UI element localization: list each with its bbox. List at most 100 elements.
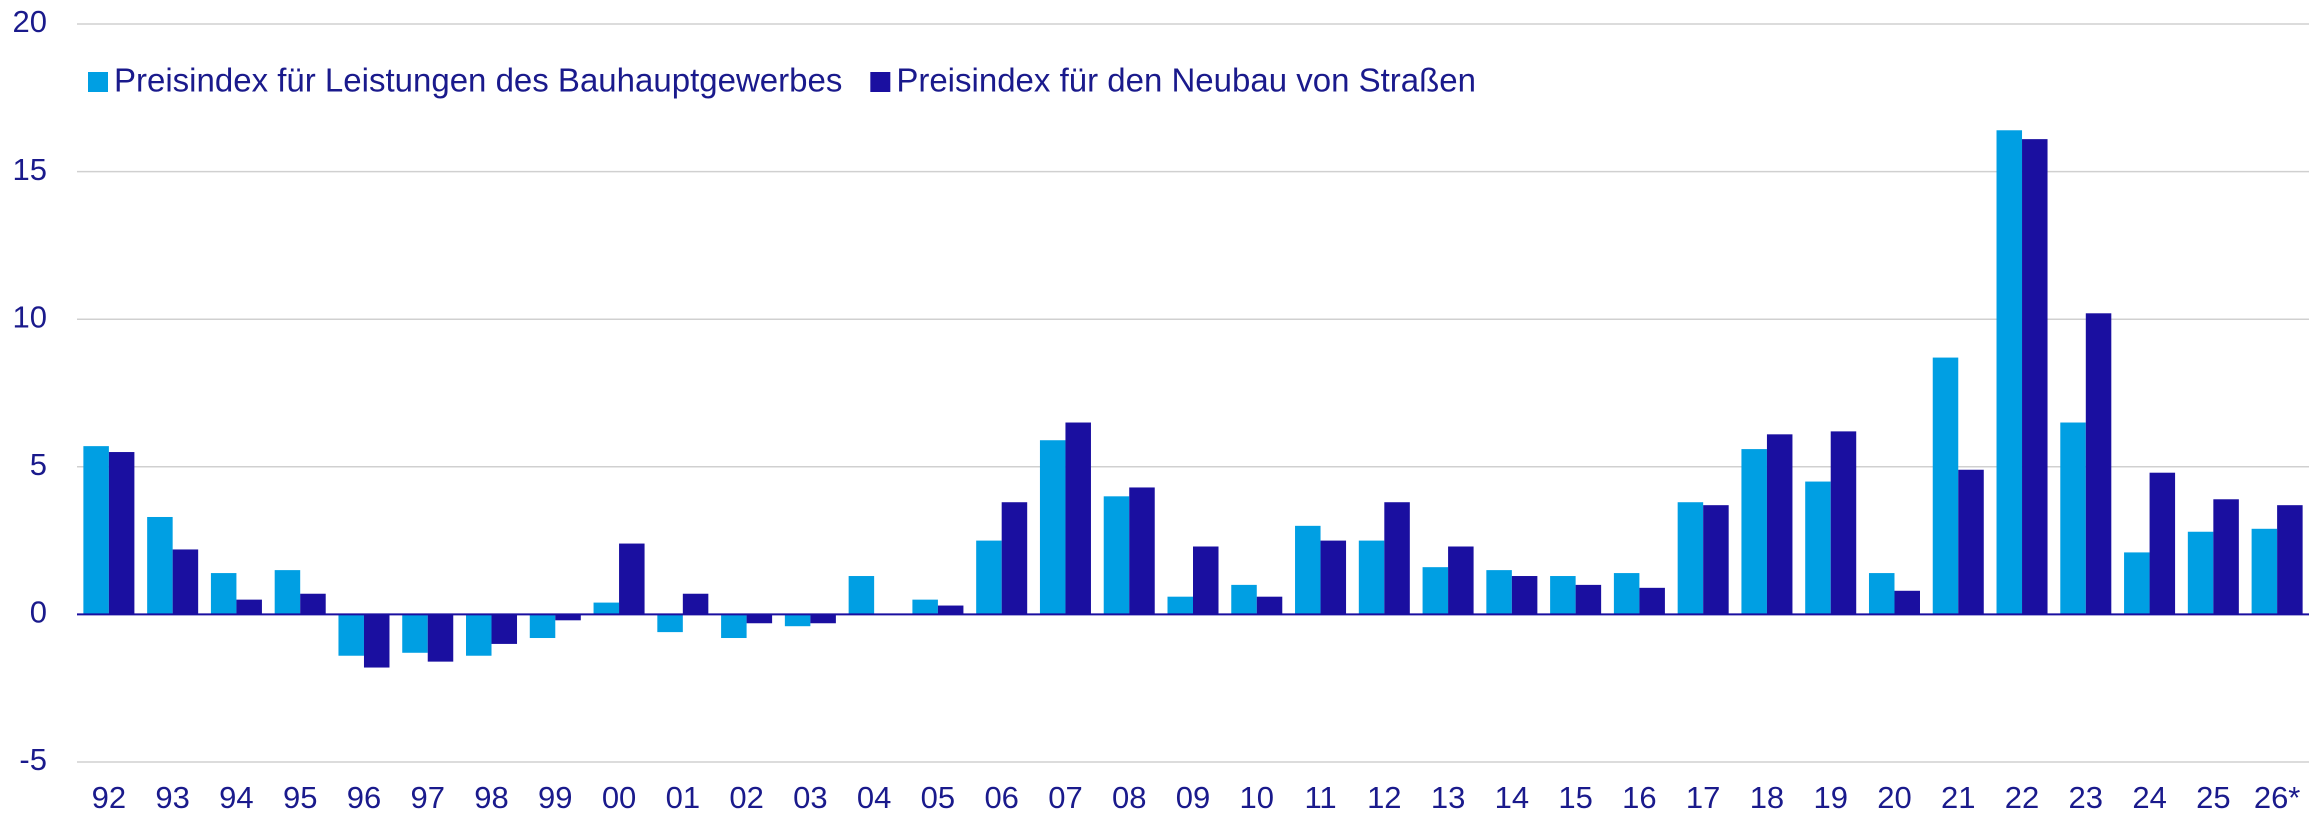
bar bbox=[1868, 573, 1895, 615]
x-tick-label: 94 bbox=[219, 780, 253, 814]
bar bbox=[1129, 487, 1155, 615]
legend-swatch bbox=[88, 72, 108, 92]
bar bbox=[1320, 540, 1347, 615]
y-tick-label: 20 bbox=[13, 4, 47, 39]
bar bbox=[555, 614, 581, 621]
bar bbox=[1894, 590, 1920, 615]
bar bbox=[1231, 584, 1257, 615]
bar bbox=[1256, 596, 1283, 615]
x-tick-label: 07 bbox=[1048, 780, 1082, 814]
y-tick-label: 5 bbox=[30, 447, 47, 482]
bar bbox=[682, 593, 709, 615]
x-tick-label: 17 bbox=[1686, 780, 1720, 814]
bar bbox=[1932, 357, 1959, 615]
bar bbox=[236, 599, 262, 615]
bar bbox=[363, 614, 390, 668]
bar bbox=[1422, 567, 1449, 615]
bar bbox=[2277, 505, 2303, 615]
bar bbox=[1167, 596, 1193, 615]
x-tick-label: 95 bbox=[283, 780, 317, 814]
y-tick-label: -5 bbox=[19, 742, 47, 777]
bar bbox=[2251, 528, 2278, 615]
bar bbox=[1575, 584, 1602, 615]
bar bbox=[83, 446, 109, 615]
bar bbox=[1830, 431, 1857, 615]
x-tick-label: 14 bbox=[1495, 780, 1529, 814]
bar bbox=[1193, 546, 1219, 615]
bar bbox=[810, 614, 836, 624]
x-tick-label: 97 bbox=[411, 780, 445, 814]
x-tick-label: 21 bbox=[1941, 780, 1975, 814]
bar bbox=[1741, 449, 1767, 615]
x-tick-label: 02 bbox=[729, 780, 763, 814]
bar bbox=[1103, 496, 1130, 615]
x-tick-label: 00 bbox=[602, 780, 636, 814]
bar bbox=[1639, 587, 1665, 615]
x-tick-label: 22 bbox=[2005, 780, 2039, 814]
x-tick-label: 92 bbox=[92, 780, 126, 814]
legend-label: Preisindex für Leistungen des Bauhauptge… bbox=[114, 62, 842, 99]
bar bbox=[1486, 570, 1512, 615]
bar bbox=[2124, 552, 2150, 615]
bar bbox=[593, 602, 620, 615]
bar bbox=[108, 452, 135, 615]
bar bbox=[1448, 546, 1474, 615]
x-tick-label: 08 bbox=[1112, 780, 1146, 814]
bar bbox=[1805, 481, 1831, 615]
x-tick-label: 15 bbox=[1558, 780, 1592, 814]
bar bbox=[619, 543, 645, 615]
bar bbox=[1613, 573, 1640, 615]
bar bbox=[1703, 505, 1729, 615]
bar bbox=[1295, 525, 1321, 615]
x-tick-label: 20 bbox=[1877, 780, 1911, 814]
x-tick-label: 09 bbox=[1176, 780, 1210, 814]
bar bbox=[2085, 313, 2112, 615]
bar bbox=[1039, 440, 1066, 615]
x-tick-label: 19 bbox=[1813, 780, 1847, 814]
x-tick-label: 12 bbox=[1367, 780, 1401, 814]
x-tick-label: 04 bbox=[857, 780, 891, 814]
bar bbox=[466, 614, 492, 656]
bar bbox=[746, 614, 773, 624]
bar bbox=[1766, 434, 1793, 615]
bar bbox=[491, 614, 518, 644]
x-tick-label: 24 bbox=[2132, 780, 2166, 814]
bar bbox=[1001, 502, 1028, 615]
bar bbox=[274, 570, 301, 615]
bar bbox=[2022, 139, 2048, 615]
bar bbox=[721, 614, 747, 639]
bar bbox=[402, 614, 428, 653]
bar bbox=[2187, 531, 2214, 615]
bar bbox=[1996, 130, 2023, 615]
bar bbox=[1358, 540, 1385, 615]
bar bbox=[1384, 502, 1410, 615]
legend-swatch bbox=[870, 72, 891, 92]
bar bbox=[1677, 502, 1704, 615]
x-tick-label: 11 bbox=[1304, 780, 1336, 814]
x-tick-label: 05 bbox=[921, 780, 955, 814]
x-tick-label: 01 bbox=[666, 780, 700, 814]
x-tick-label: 13 bbox=[1431, 780, 1465, 814]
bar bbox=[427, 614, 454, 662]
x-tick-label: 25 bbox=[2196, 780, 2230, 814]
x-tick-label: 16 bbox=[1622, 780, 1656, 814]
bar bbox=[1511, 576, 1538, 615]
bar bbox=[912, 599, 938, 615]
bar bbox=[848, 576, 875, 615]
x-tick-label: 26* bbox=[2254, 780, 2301, 814]
bar bbox=[937, 605, 964, 615]
x-tick-label: 06 bbox=[984, 780, 1018, 814]
bar bbox=[210, 573, 237, 615]
x-tick-label: 93 bbox=[155, 780, 189, 814]
y-tick-label: 15 bbox=[13, 152, 47, 187]
bar bbox=[1065, 422, 1091, 615]
x-tick-label: 18 bbox=[1750, 780, 1784, 814]
y-tick-label: 0 bbox=[30, 595, 47, 630]
x-tick-label: 10 bbox=[1240, 780, 1274, 814]
bar bbox=[338, 614, 364, 656]
bar bbox=[2060, 422, 2086, 615]
x-tick-label: 99 bbox=[538, 780, 572, 814]
x-tick-label: 96 bbox=[347, 780, 381, 814]
bar bbox=[2149, 472, 2176, 615]
